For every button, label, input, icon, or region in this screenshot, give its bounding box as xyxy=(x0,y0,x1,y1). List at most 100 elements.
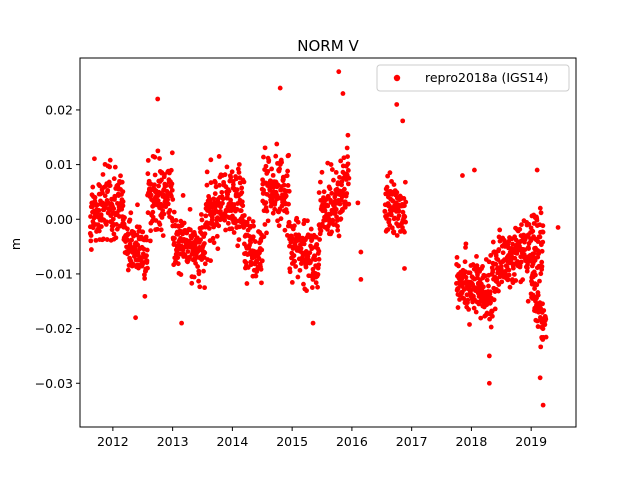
data-point xyxy=(147,238,153,244)
data-point xyxy=(329,167,335,172)
data-point xyxy=(118,173,123,179)
data-point xyxy=(340,208,345,214)
data-point xyxy=(538,210,544,216)
data-point xyxy=(286,219,292,225)
data-point xyxy=(455,305,461,310)
data-point xyxy=(401,195,407,201)
data-point xyxy=(162,172,167,177)
y-axis-label: m xyxy=(8,238,23,250)
data-point xyxy=(216,154,222,159)
data-point xyxy=(346,201,352,207)
plot-frame xyxy=(79,57,577,428)
data-point xyxy=(285,183,291,188)
data-point xyxy=(315,272,321,277)
data-point xyxy=(486,259,492,265)
data-point xyxy=(402,203,407,209)
data-point xyxy=(144,247,150,253)
data-point xyxy=(506,267,512,273)
data-point xyxy=(358,249,364,255)
data-point xyxy=(358,277,364,282)
data-point xyxy=(388,212,394,218)
data-point xyxy=(229,226,235,232)
data-point xyxy=(171,209,177,215)
data-point xyxy=(463,241,469,247)
data-point xyxy=(152,154,158,160)
data-point xyxy=(231,230,237,235)
data-point xyxy=(456,263,461,269)
data-point xyxy=(145,265,150,271)
data-point xyxy=(198,237,203,243)
data-point xyxy=(154,226,160,232)
data-point xyxy=(481,284,486,290)
data-point xyxy=(336,69,342,75)
data-point xyxy=(496,234,502,240)
data-point xyxy=(303,264,309,270)
data-point xyxy=(262,222,268,227)
data-point xyxy=(540,229,546,235)
data-point xyxy=(128,210,134,216)
data-point xyxy=(488,324,494,330)
data-point xyxy=(236,162,242,167)
data-point xyxy=(239,185,245,191)
data-point xyxy=(125,237,131,243)
data-point xyxy=(201,241,207,246)
data-point xyxy=(155,96,161,102)
data-point xyxy=(278,216,284,222)
x-tick-label: 2014 xyxy=(216,434,248,449)
data-point xyxy=(265,168,271,174)
data-point xyxy=(308,259,313,265)
data-point xyxy=(104,237,110,242)
data-point xyxy=(144,253,149,259)
data-point xyxy=(228,175,234,180)
data-point xyxy=(486,353,492,359)
data-point xyxy=(222,172,228,178)
data-point xyxy=(88,238,94,244)
data-point xyxy=(336,233,342,239)
data-point xyxy=(113,235,119,241)
data-point xyxy=(454,254,460,260)
data-point xyxy=(329,229,335,235)
data-point xyxy=(463,245,468,250)
data-point xyxy=(155,148,161,154)
data-point xyxy=(310,320,316,326)
data-point xyxy=(150,218,155,224)
data-point xyxy=(104,219,109,225)
data-point xyxy=(492,306,498,312)
data-point xyxy=(110,216,116,222)
data-point xyxy=(98,224,104,229)
data-point xyxy=(180,193,186,198)
data-point xyxy=(490,267,496,273)
data-point xyxy=(262,145,268,151)
data-point xyxy=(276,223,282,229)
data-point xyxy=(196,271,202,277)
data-point xyxy=(291,253,297,258)
data-point xyxy=(112,194,118,200)
data-point xyxy=(107,207,113,213)
data-point xyxy=(344,191,350,196)
data-point xyxy=(319,169,325,175)
data-point xyxy=(315,284,320,290)
data-point xyxy=(293,264,299,269)
data-point xyxy=(294,215,300,221)
data-point xyxy=(402,214,408,220)
data-point xyxy=(286,188,292,194)
data-point xyxy=(150,209,156,215)
data-point xyxy=(534,167,540,173)
data-point xyxy=(159,177,164,183)
x-axis: 2012 2013 2014 2015 2016 2017 2018 2019 xyxy=(97,427,547,449)
data-point xyxy=(219,189,225,195)
data-point xyxy=(227,178,233,184)
data-point xyxy=(328,162,334,167)
y-tick-label: −0.01 xyxy=(35,266,73,281)
data-point xyxy=(107,157,113,163)
data-point xyxy=(92,156,97,162)
data-point xyxy=(322,208,328,214)
data-point xyxy=(531,256,537,262)
data-point xyxy=(208,157,214,163)
data-point xyxy=(212,191,218,197)
data-point xyxy=(330,218,336,224)
data-point xyxy=(512,255,518,261)
data-point xyxy=(345,132,351,138)
data-point xyxy=(111,231,117,237)
data-point xyxy=(338,158,344,164)
